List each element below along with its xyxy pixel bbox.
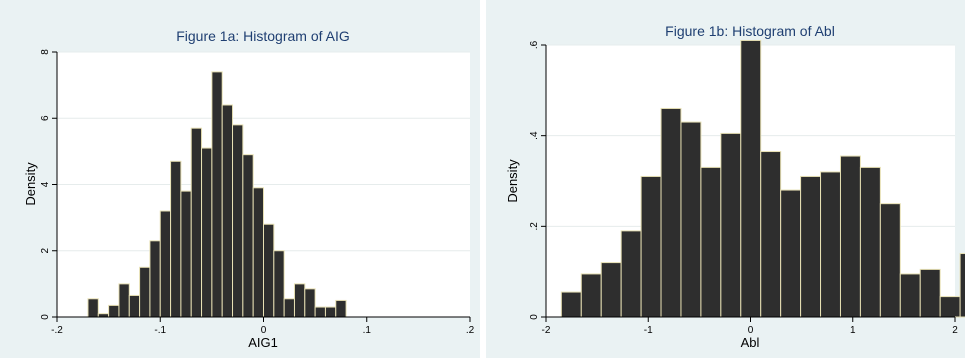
histogram-bar <box>221 104 234 318</box>
histogram-bar <box>242 154 254 318</box>
histogram-bar <box>640 175 662 318</box>
histogram-bar <box>190 127 203 318</box>
x-ticks: -.2 -.1 0 .1 .2 <box>51 317 475 336</box>
histogram-bar <box>128 294 141 318</box>
histogram-bar <box>211 71 223 318</box>
histogram-bar <box>939 296 961 318</box>
histogram-bar <box>232 124 244 318</box>
y-tick-label: 2 <box>40 248 51 254</box>
histogram-bar <box>720 132 742 318</box>
histogram-bar <box>740 39 762 318</box>
histogram-abl-panel: -2 -1 0 1 2 0 .2 .4 .6 Figure 1b: Histogram of … <box>486 0 965 358</box>
histogram-bar <box>780 189 802 318</box>
histogram-bar <box>159 210 172 318</box>
x-tick-label: 0 <box>261 325 267 336</box>
y-tick-label: 6 <box>40 115 51 121</box>
histogram-bar <box>600 262 622 318</box>
x-ticks: -2 -1 0 1 2 <box>542 317 958 336</box>
y-ticks: 0 2 4 6 8 <box>40 49 57 320</box>
histogram-bar <box>118 283 130 318</box>
histogram-bar <box>919 268 941 318</box>
histogram-abl-chart: -2 -1 0 1 2 0 .2 .4 .6 Figure 1b: Histogram of … <box>486 0 965 358</box>
histogram-bar <box>959 253 965 318</box>
histogram-bar <box>879 203 901 318</box>
histogram-bar <box>899 273 921 318</box>
x-tick-label: 0 <box>748 325 754 336</box>
y-tick-label: .4 <box>529 131 540 140</box>
histogram-bar <box>800 175 822 318</box>
y-tick-label: 4 <box>40 181 51 187</box>
histogram-bar <box>820 171 841 318</box>
histogram-bar <box>580 273 602 318</box>
y-tick-label: 0 <box>529 314 540 320</box>
histogram-aig-panel: -.2 -.1 0 .1 .2 0 2 4 6 8 Figure 1a: Histogram o… <box>0 0 480 358</box>
histogram-bar <box>335 299 347 318</box>
x-tick-label: -.2 <box>51 325 63 336</box>
histogram-bar <box>139 266 151 318</box>
chart-title: Figure 1b: Histogram of Abl <box>665 23 835 39</box>
x-tick-label: -.1 <box>154 325 166 336</box>
histogram-bar <box>108 304 120 318</box>
histogram-bar <box>273 250 285 318</box>
histogram-bar <box>324 306 337 318</box>
x-axis-label: Abl <box>741 335 760 350</box>
x-tick-label: .1 <box>363 325 372 336</box>
histogram-bar <box>314 306 326 318</box>
y-tick-label: .2 <box>529 222 540 231</box>
bars <box>87 71 347 318</box>
y-axis-label: Density <box>23 162 38 206</box>
histogram-bar <box>293 283 306 318</box>
histogram-bar <box>180 190 192 318</box>
bars <box>560 39 965 318</box>
y-tick-label: 0 <box>40 314 51 320</box>
histogram-bar <box>859 166 881 318</box>
histogram-bar <box>839 155 861 318</box>
y-ticks: 0 .2 .4 .6 <box>529 40 546 320</box>
histogram-bar <box>149 240 161 318</box>
x-axis-label: AIG1 <box>248 335 278 350</box>
x-tick-label: 2 <box>952 325 958 336</box>
histogram-bar <box>700 166 722 318</box>
histogram-bar <box>560 291 582 318</box>
x-tick-label: -2 <box>542 325 551 336</box>
histogram-bar <box>680 121 702 318</box>
y-tick-label: 8 <box>40 49 51 55</box>
histogram-bar <box>760 151 782 318</box>
y-tick-label: .6 <box>529 40 540 49</box>
chart-title: Figure 1a: Histogram of AIG <box>176 28 350 44</box>
histogram-bar <box>304 288 316 318</box>
histogram-bar <box>87 298 99 318</box>
histogram-bar <box>252 187 265 318</box>
histogram-bar <box>170 160 182 318</box>
histogram-aig-chart: -.2 -.1 0 .1 .2 0 2 4 6 8 Figure 1a: Histogram o… <box>0 0 480 358</box>
histogram-bar <box>263 223 275 318</box>
x-tick-label: .2 <box>466 325 475 336</box>
x-tick-label: -1 <box>644 325 653 336</box>
histogram-bar <box>620 230 642 318</box>
x-tick-label: 1 <box>850 325 856 336</box>
histogram-bar <box>283 298 295 318</box>
y-axis-label: Density <box>505 159 520 203</box>
histogram-bar <box>660 107 682 318</box>
histogram-bar <box>201 147 213 318</box>
